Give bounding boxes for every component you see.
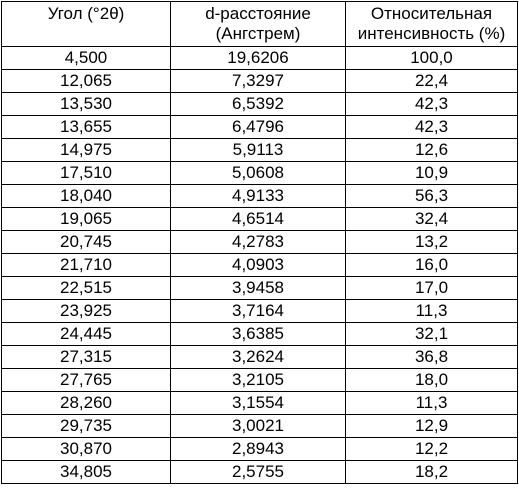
- cell-d-spacing: 4,6514: [170, 207, 346, 231]
- cell-d-spacing: 6,5392: [170, 92, 346, 116]
- table-row: 30,870 2,8943 12,2: [1, 437, 518, 461]
- table-row: 20,745 4,2783 13,2: [1, 230, 518, 254]
- table-header-row: Угол (°2θ) d-расстояние (Ангстрем) Относ…: [1, 1, 518, 47]
- table-row: 14,975 5,9113 12,6: [1, 138, 518, 162]
- cell-d-spacing: 3,2105: [170, 368, 346, 392]
- cell-d-spacing: 3,0021: [170, 414, 346, 438]
- cell-angle: 18,040: [1, 184, 171, 208]
- cell-d-spacing: 4,0903: [170, 253, 346, 277]
- cell-d-spacing: 2,8943: [170, 437, 346, 461]
- cell-angle: 20,745: [1, 230, 171, 254]
- cell-d-spacing: 4,2783: [170, 230, 346, 254]
- cell-angle: 27,765: [1, 368, 171, 392]
- cell-intensity: 16,0: [345, 253, 518, 277]
- cell-intensity: 18,0: [345, 368, 518, 392]
- header-d-spacing-line1: d-расстояние: [205, 4, 311, 23]
- cell-angle: 23,925: [1, 299, 171, 323]
- header-d-spacing: d-расстояние (Ангстрем): [170, 1, 346, 47]
- cell-intensity: 10,9: [345, 161, 518, 185]
- cell-intensity: 32,1: [345, 322, 518, 346]
- cell-d-spacing: 3,6385: [170, 322, 346, 346]
- header-intensity-line2: интенсивность (%): [357, 24, 506, 43]
- table-row: 19,065 4,6514 32,4: [1, 207, 518, 231]
- header-angle-label: Угол (°2θ): [47, 4, 125, 23]
- table-row: 28,260 3,1554 11,3: [1, 391, 518, 415]
- cell-d-spacing: 5,9113: [170, 138, 346, 162]
- cell-angle: 12,065: [1, 69, 171, 93]
- header-intensity: Относительная интенсивность (%): [345, 1, 518, 47]
- table-row: 4,500 19,6206 100,0: [1, 46, 518, 70]
- table-row: 24,445 3,6385 32,1: [1, 322, 518, 346]
- cell-d-spacing: 3,9458: [170, 276, 346, 300]
- cell-intensity: 18,2: [345, 460, 518, 484]
- cell-intensity: 17,0: [345, 276, 518, 300]
- cell-angle: 21,710: [1, 253, 171, 277]
- cell-angle: 13,530: [1, 92, 171, 116]
- header-d-spacing-line2: (Ангстрем): [215, 24, 301, 43]
- cell-d-spacing: 6,4796: [170, 115, 346, 139]
- cell-intensity: 36,8: [345, 345, 518, 369]
- header-angle: Угол (°2θ): [1, 1, 171, 47]
- table-row: 13,655 6,4796 42,3: [1, 115, 518, 139]
- cell-intensity: 42,3: [345, 115, 518, 139]
- cell-d-spacing: 7,3297: [170, 69, 346, 93]
- table-row: 13,530 6,5392 42,3: [1, 92, 518, 116]
- cell-intensity: 32,4: [345, 207, 518, 231]
- cell-d-spacing: 4,9133: [170, 184, 346, 208]
- cell-intensity: 12,6: [345, 138, 518, 162]
- table-row: 29,735 3,0021 12,9: [1, 414, 518, 438]
- cell-angle: 19,065: [1, 207, 171, 231]
- cell-angle: 29,735: [1, 414, 171, 438]
- cell-intensity: 12,9: [345, 414, 518, 438]
- cell-d-spacing: 5,0608: [170, 161, 346, 185]
- table-row: 21,710 4,0903 16,0: [1, 253, 518, 277]
- table-row: 34,805 2,5755 18,2: [1, 460, 518, 484]
- cell-intensity: 12,2: [345, 437, 518, 461]
- cell-intensity: 42,3: [345, 92, 518, 116]
- cell-d-spacing: 3,1554: [170, 391, 346, 415]
- cell-intensity: 100,0: [345, 46, 518, 70]
- cell-intensity: 56,3: [345, 184, 518, 208]
- cell-d-spacing: 3,2624: [170, 345, 346, 369]
- table-row: 27,765 3,2105 18,0: [1, 368, 518, 392]
- table-row: 23,925 3,7164 11,3: [1, 299, 518, 323]
- table-row: 27,315 3,2624 36,8: [1, 345, 518, 369]
- xrd-peak-table: Угол (°2θ) d-расстояние (Ангстрем) Относ…: [1, 1, 518, 484]
- cell-intensity: 22,4: [345, 69, 518, 93]
- cell-angle: 28,260: [1, 391, 171, 415]
- cell-angle: 30,870: [1, 437, 171, 461]
- table-row: 12,065 7,3297 22,4: [1, 69, 518, 93]
- table-row: 22,515 3,9458 17,0: [1, 276, 518, 300]
- cell-angle: 24,445: [1, 322, 171, 346]
- cell-angle: 34,805: [1, 460, 171, 484]
- cell-angle: 14,975: [1, 138, 171, 162]
- table-body: 4,500 19,6206 100,0 12,065 7,3297 22,4 13,530 6…: [1, 46, 518, 484]
- cell-angle: 17,510: [1, 161, 171, 185]
- cell-d-spacing: 19,6206: [170, 46, 346, 70]
- cell-angle: 13,655: [1, 115, 171, 139]
- table-row: 18,040 4,9133 56,3: [1, 184, 518, 208]
- cell-angle: 4,500: [1, 46, 171, 70]
- cell-angle: 27,315: [1, 345, 171, 369]
- cell-d-spacing: 2,5755: [170, 460, 346, 484]
- cell-angle: 22,515: [1, 276, 171, 300]
- cell-intensity: 11,3: [345, 391, 518, 415]
- cell-intensity: 11,3: [345, 299, 518, 323]
- header-intensity-line1: Относительная: [370, 4, 493, 23]
- cell-intensity: 13,2: [345, 230, 518, 254]
- cell-d-spacing: 3,7164: [170, 299, 346, 323]
- table-row: 17,510 5,0608 10,9: [1, 161, 518, 185]
